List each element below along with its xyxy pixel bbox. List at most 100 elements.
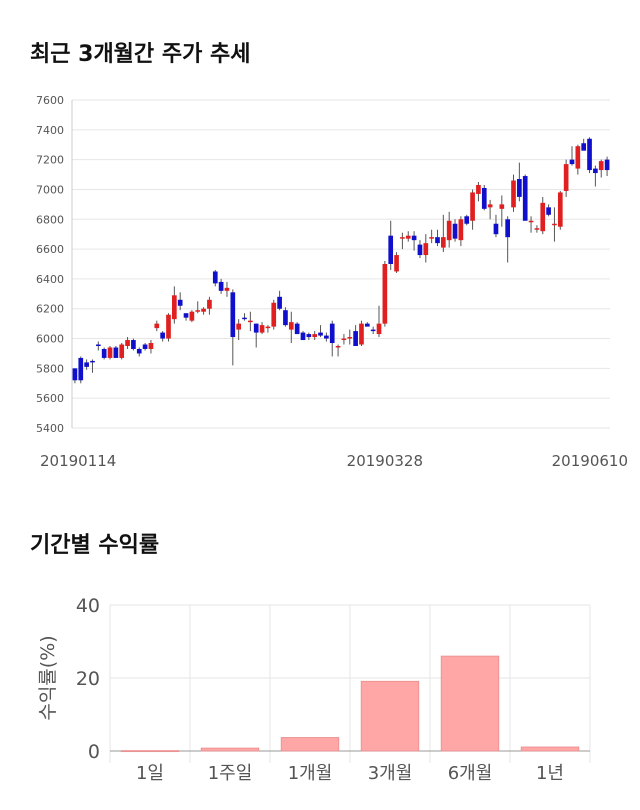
candle-body [236,323,242,330]
candle-body [423,243,429,256]
returns-bar [200,747,260,752]
candle-body [400,237,405,239]
candle-body [136,348,142,354]
candle-body [598,161,604,171]
candle-body [101,348,107,358]
candle-body [587,138,592,171]
candle-body [604,159,610,171]
price-x-tick-label: 20190328 [347,452,423,470]
candle-body [265,326,271,329]
candle-body [300,332,306,341]
price-x-tick-label: 20190114 [40,452,116,470]
candle-body [593,168,598,174]
returns-y-axis-label: 수익률(%) [37,635,59,720]
candle-body [464,216,470,224]
candle-body [417,244,423,256]
price-x-tick-label: 20190610 [552,452,628,470]
candle-body [277,296,282,309]
candle-body [148,343,154,349]
candle-body [569,159,575,165]
returns-bar [280,737,340,752]
candle-body [218,281,224,291]
price-y-tick-label: 6400 [36,273,64,286]
candle-body [253,323,259,333]
candle-body [411,235,417,241]
candle-body [435,237,440,244]
candle-body [183,313,189,318]
candle-body [470,192,475,221]
candle-body [207,299,212,309]
candle-body [78,357,84,381]
candle-body [446,220,452,241]
candle-body [230,292,236,338]
candle-body [511,180,516,208]
candle-body [394,255,399,272]
candle-body [353,331,358,346]
candle-body [335,346,341,348]
candle-body [481,187,487,209]
candle-body [131,340,136,349]
candle-body [84,362,89,367]
candle-body [224,287,230,291]
candle-body [359,323,364,345]
candle-body [160,332,165,339]
candle-body [388,235,394,264]
price-candlestick-chart: 7600 7400 7200 7000 6800 6600 6400 6200 6000 5800… [36,94,628,470]
candle-body [107,347,113,358]
candle-body [557,192,563,227]
candle-body [125,340,130,346]
candle-body [166,314,171,339]
price-y-tick-label: 7000 [36,183,64,196]
returns-bar [440,655,500,752]
candle-body [581,143,587,151]
candle-body [283,310,288,326]
candle-body [329,323,335,344]
returns-bar [120,750,180,753]
price-trend-title: 최근 3개월간 주가 추세 [30,42,251,67]
candle-body [95,344,101,347]
candle-body [522,176,528,221]
candle-body [195,310,201,312]
candle-body [376,323,382,335]
returns-x-tick-label: 1개월 [288,763,333,784]
candle-body [546,207,551,215]
candle-body [405,235,411,239]
candle-body [242,317,247,320]
candle-body [563,164,569,191]
candle-body [517,179,522,197]
candle-body [142,344,148,349]
returns-y-tick-label: 20 [76,668,100,690]
candle-body [347,337,353,339]
price-y-tick-label: 6000 [36,333,64,346]
candle-body [505,219,511,238]
price-y-tick-label: 6600 [36,243,64,256]
candle-body [271,302,277,327]
candle-body [248,320,253,323]
period-returns-title: 기간별 수익률 [30,533,160,558]
returns-x-tick-label: 1주일 [208,763,253,784]
price-y-tick-label: 7400 [36,124,64,137]
candle-body [382,264,388,324]
price-y-tick-label: 5400 [36,422,64,435]
candle-body [201,308,206,312]
candle-body [476,184,481,194]
candle-body [487,204,493,208]
candle-body [552,223,557,226]
candle-body [171,295,177,320]
candle-body [318,332,323,336]
candle-body [528,220,534,223]
candle-body [119,344,125,358]
returns-x-tick-label: 1일 [136,763,164,784]
candle-body [324,335,329,339]
candle-body [370,329,376,332]
price-y-tick-label: 6800 [36,213,64,226]
returns-bar [520,746,580,752]
candle-body [575,146,581,169]
candle-body [364,323,370,327]
candle-body [429,237,434,239]
candle-body [458,219,464,241]
candle-body [294,323,300,335]
candle-body [341,338,347,341]
candle-body [288,322,294,330]
